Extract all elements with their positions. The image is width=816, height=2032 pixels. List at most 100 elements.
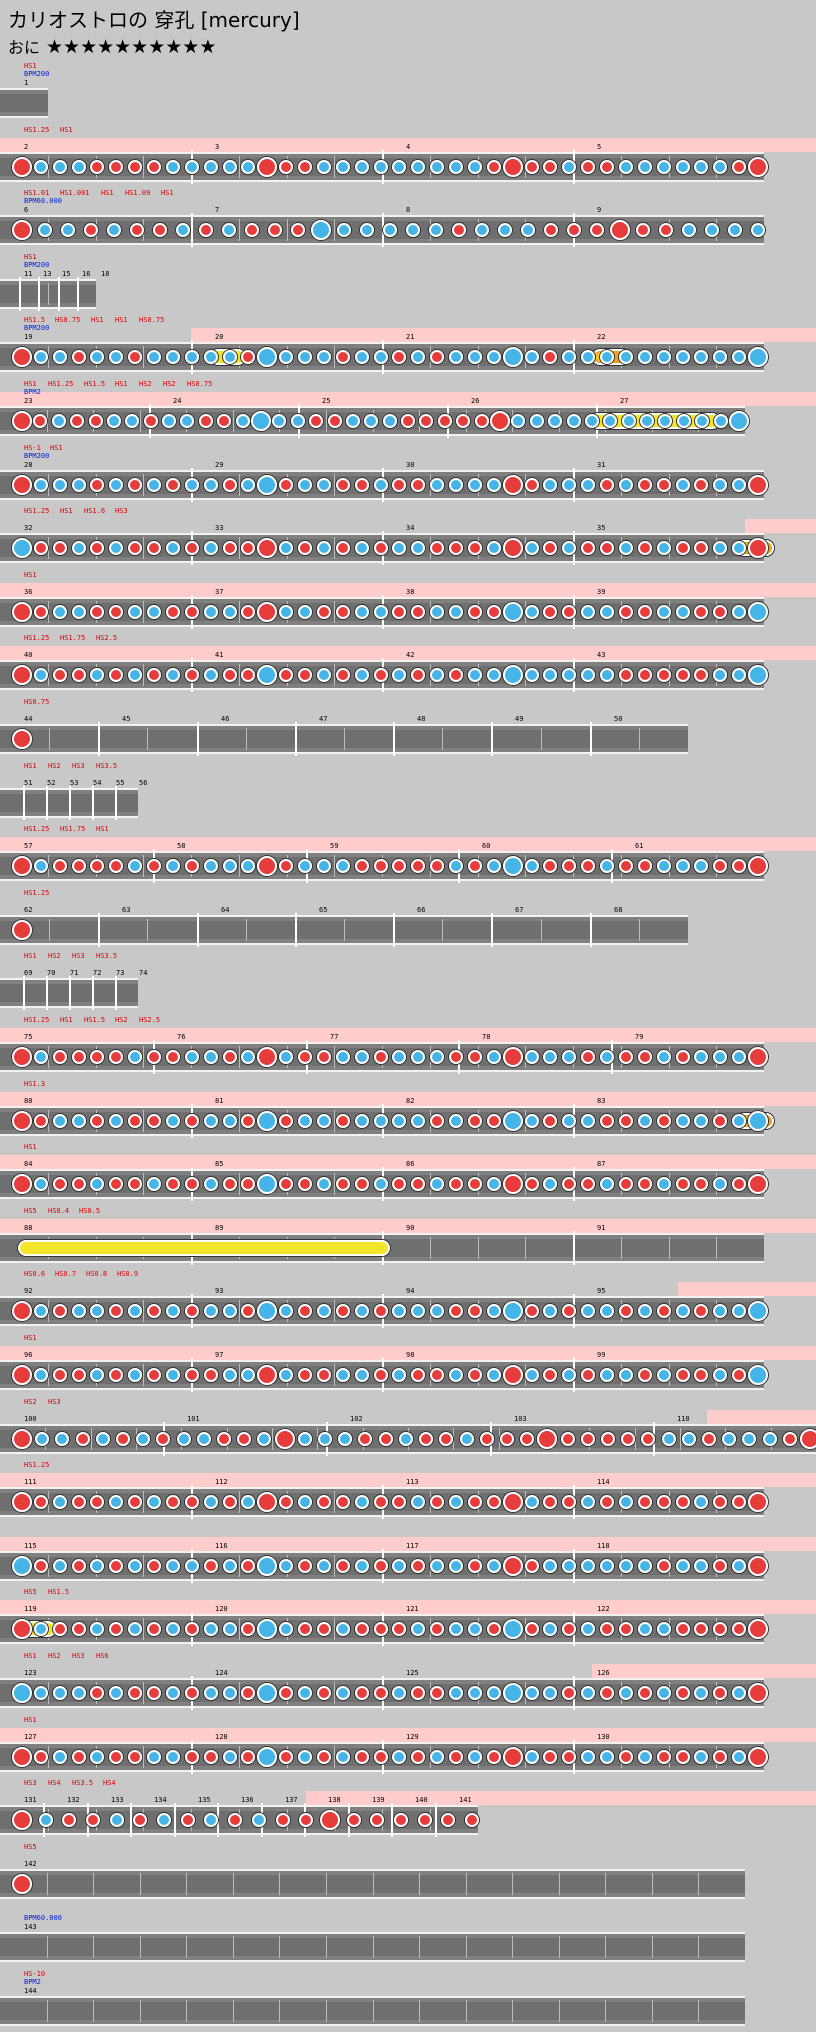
- ka-note: [600, 350, 614, 365]
- bar-line: [197, 722, 199, 756]
- bpm-tag: BPM2: [24, 1978, 41, 1986]
- ka-note: [374, 477, 388, 492]
- hs-tag: HS0.7: [55, 1270, 77, 1279]
- don-note: [401, 414, 415, 428]
- beat-line: [478, 1236, 479, 1259]
- don-note: [153, 223, 167, 238]
- don-note: [676, 1686, 690, 1700]
- don-note: [659, 223, 673, 238]
- ka-note: [487, 1050, 501, 1064]
- hs-tag: HS1: [91, 316, 104, 325]
- bar-number: 81: [215, 1096, 224, 1105]
- bpm-tag: BPM200: [24, 324, 50, 333]
- hs-highlight: [191, 328, 816, 343]
- don-note: [241, 1304, 255, 1319]
- bar-number: 111: [24, 1478, 37, 1487]
- ka-note: [53, 604, 67, 619]
- ka-note: [600, 668, 614, 683]
- bar-number: 46: [221, 715, 230, 723]
- don-note: [72, 668, 86, 683]
- ka-note: [355, 1495, 369, 1510]
- bar-number: 73: [116, 969, 125, 978]
- bar-line: [38, 276, 40, 311]
- bar-number: 58: [177, 842, 186, 851]
- chart-row: HS5 HS1.5 119 120 121 122: [0, 1586, 816, 1648]
- don-note: [490, 411, 510, 431]
- ka-note: [585, 414, 599, 428]
- don-note: [487, 1495, 501, 1510]
- bar-number: 91: [597, 1223, 606, 1232]
- ka-note: [562, 668, 576, 683]
- ka-note: [487, 541, 501, 556]
- ka-note: [640, 414, 654, 428]
- ka-note: [392, 1304, 406, 1319]
- ka-note: [128, 1622, 142, 1637]
- don-note: [90, 541, 104, 556]
- don-note: [411, 604, 425, 619]
- ka-note: [257, 1301, 277, 1322]
- beat-line: [93, 1936, 94, 1959]
- don-note: [358, 1431, 372, 1446]
- don-note: [298, 1622, 312, 1637]
- bar-number: 53: [70, 778, 79, 787]
- hs-highlight: [707, 1409, 816, 1424]
- bar-number: 41: [215, 651, 224, 660]
- don-note: [374, 1749, 388, 1764]
- don-note: [34, 541, 48, 556]
- ka-note: [751, 223, 765, 238]
- ka-note: [449, 859, 463, 874]
- ka-note: [128, 1558, 142, 1573]
- don-note: [619, 1050, 633, 1064]
- bar-line: [491, 722, 493, 756]
- don-note: [503, 1555, 523, 1576]
- hs-tag: HS2: [48, 761, 61, 770]
- bar-number: 42: [406, 651, 415, 660]
- don-note: [12, 919, 32, 940]
- don-note: [223, 1177, 237, 1192]
- hs-tag: HS2.5: [139, 1016, 161, 1024]
- ka-note: [96, 1431, 110, 1446]
- ka-note: [61, 223, 75, 238]
- don-note: [748, 1746, 768, 1767]
- don-note: [257, 1047, 277, 1067]
- don-note: [241, 1686, 255, 1700]
- don-note: [676, 1177, 690, 1192]
- hs-tag: HS2: [139, 380, 152, 388]
- bar-number: 144: [24, 1987, 37, 1995]
- ka-note: [694, 859, 708, 874]
- ka-note: [109, 1113, 123, 1128]
- don-note: [147, 1368, 161, 1382]
- bar-number: 35: [597, 524, 606, 533]
- don-note: [439, 1431, 453, 1446]
- chart-row: HS1 HS2 HS3 HS3.5 51 52 53 54 55 56: [0, 760, 816, 822]
- bar-number: 5: [597, 142, 602, 151]
- ka-note: [241, 159, 255, 174]
- ka-note: [682, 223, 696, 238]
- bar-number: 45: [122, 715, 131, 723]
- ka-note: [543, 1622, 557, 1637]
- don-note: [185, 1113, 199, 1128]
- ka-note: [503, 1683, 523, 1703]
- don-note: [241, 668, 255, 683]
- bar-number: 38: [406, 587, 415, 596]
- don-note: [430, 1686, 444, 1700]
- don-note: [12, 1492, 32, 1513]
- hs-tag: HS4: [103, 1779, 116, 1788]
- beat-line: [605, 1936, 606, 1959]
- ka-note: [525, 1368, 539, 1382]
- don-note: [562, 1622, 576, 1637]
- hs-tag: HS0.75: [55, 316, 81, 325]
- don-note: [430, 541, 444, 556]
- ka-note: [562, 159, 576, 174]
- bar-number: 137: [285, 1796, 298, 1805]
- don-note: [430, 1622, 444, 1637]
- don-note: [90, 604, 104, 619]
- don-note: [166, 477, 180, 492]
- bar-line: [98, 722, 100, 756]
- ka-note: [487, 350, 501, 365]
- don-note: [33, 414, 47, 428]
- hs-tag: HS1.75: [60, 825, 86, 834]
- ka-note: [147, 1177, 161, 1192]
- don-note: [638, 1177, 652, 1192]
- don-note: [276, 1813, 290, 1828]
